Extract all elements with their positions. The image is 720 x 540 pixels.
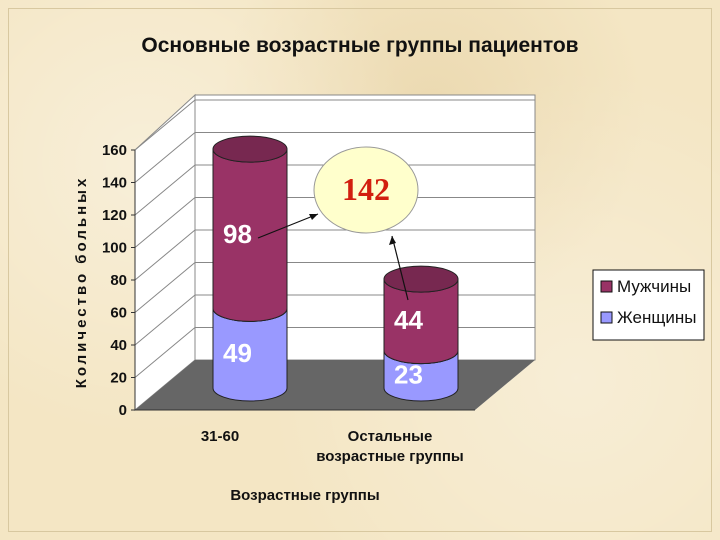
total-callout-value: 142 <box>342 171 390 207</box>
x-category-label: возрастные группы <box>316 448 464 465</box>
y-tick-label: 120 <box>102 207 127 224</box>
legend-label: Женщины <box>617 308 696 327</box>
y-tick-label: 100 <box>102 240 127 257</box>
data-label: 49 <box>223 338 252 368</box>
data-label: 23 <box>394 359 423 389</box>
bar-cap <box>383 265 459 293</box>
data-label: 44 <box>394 305 423 335</box>
total-callout-ellipse <box>313 146 419 234</box>
arrowhead-44 <box>389 236 396 245</box>
legend-swatch <box>600 280 613 293</box>
arrow-from-44 <box>391 235 409 301</box>
bar-cap <box>212 135 288 163</box>
x-category-label: 31-60 <box>201 428 239 445</box>
arrow-from-98 <box>257 213 319 239</box>
floor <box>135 360 535 410</box>
x-category-labels: 31-60 Остальные возрастные группы <box>201 428 464 465</box>
y-tick-label: 60 <box>110 305 127 322</box>
legend-label: Мужчины <box>617 277 691 296</box>
x-category-label: Остальные <box>348 428 433 445</box>
x-axis-title: Возрастные группы <box>230 487 379 504</box>
legend: Мужчины Женщины <box>600 277 696 327</box>
gridline <box>134 99 535 151</box>
gridline <box>134 262 535 313</box>
gridline <box>134 229 535 281</box>
y-tick-label: 40 <box>110 337 127 354</box>
y-tick-label: 140 <box>102 175 127 192</box>
y-tick-label: 80 <box>110 272 127 289</box>
y-tick-label: 160 <box>102 142 127 159</box>
arrowhead-98 <box>309 214 318 220</box>
gridline <box>134 197 535 248</box>
gridline <box>134 132 535 183</box>
y-tick-label: 20 <box>110 370 127 387</box>
gridline <box>134 164 535 216</box>
y-tick-label: 0 <box>119 402 127 419</box>
chart-title: Основные возрастные группы пациентов <box>141 34 578 57</box>
chart-area-border <box>8 8 712 532</box>
data-label: 98 <box>223 219 252 249</box>
y-axis-title: Количество больных <box>73 176 90 389</box>
bars: 49 98 23 44 <box>212 135 459 402</box>
y-tick-labels: 0 20 40 60 80 100 120 140 160 <box>102 142 135 419</box>
legend-swatch <box>600 311 613 324</box>
